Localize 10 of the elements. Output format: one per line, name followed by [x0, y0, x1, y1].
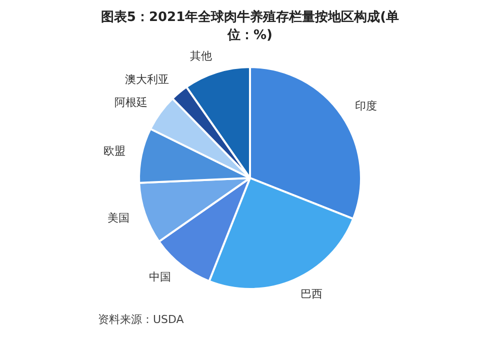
slice-label: 其他	[190, 50, 212, 63]
slice-label: 澳大利亚	[125, 73, 170, 86]
chart-title: 图表5：2021年全球肉牛养殖存栏量按地区构成(单位：%)	[100, 8, 400, 44]
slice-label: 美国	[108, 212, 130, 225]
slice-label: 阿根廷	[114, 96, 148, 110]
slice-label: 印度	[355, 99, 378, 112]
slice-label: 中国	[149, 270, 172, 284]
slice-label: 欧盟	[104, 144, 126, 158]
text: 资料来源：USDA	[97, 312, 185, 327]
slice-label: 巴西	[300, 287, 322, 300]
